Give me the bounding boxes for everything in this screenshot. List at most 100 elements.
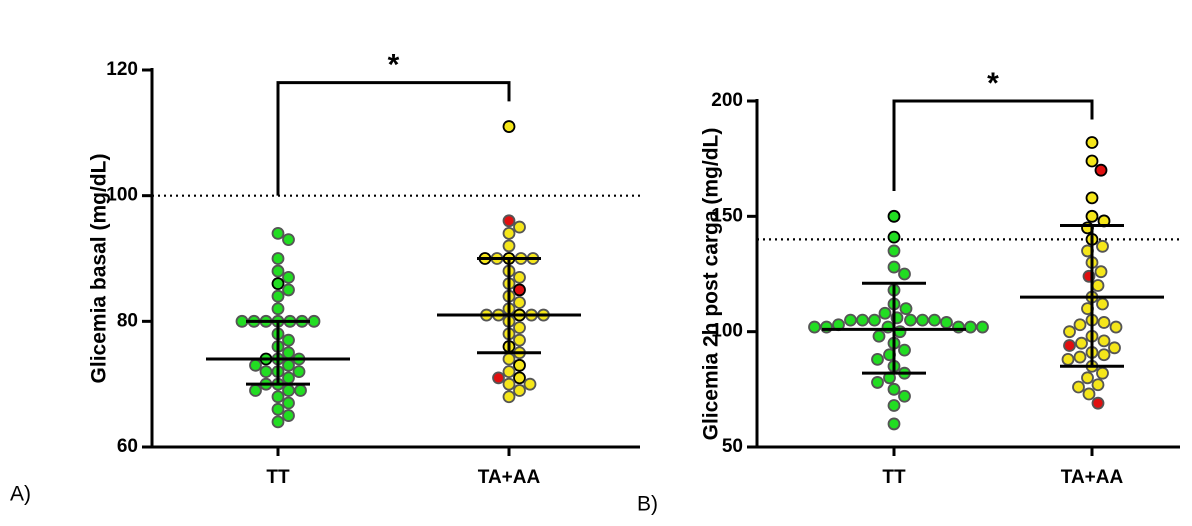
data-point [502, 352, 516, 366]
data-point [235, 314, 249, 328]
x-tick-label: TT [882, 467, 906, 488]
data-point [271, 415, 285, 429]
data-point [1096, 239, 1109, 253]
data-point [292, 365, 306, 379]
significance-bracket [276, 81, 511, 196]
data-point [1085, 154, 1099, 168]
data-point [523, 377, 537, 391]
significance-label: * [987, 67, 999, 100]
data-point [916, 313, 929, 327]
data-point [282, 358, 295, 372]
data-point [1091, 279, 1105, 292]
data-point [249, 358, 262, 372]
data-point [1082, 387, 1096, 401]
data-point [282, 333, 295, 347]
data-point [872, 329, 886, 343]
data-point [1097, 334, 1111, 348]
data-point [282, 409, 295, 422]
data-point [1063, 325, 1076, 339]
data-point [492, 371, 505, 385]
data-point [513, 283, 526, 297]
data-point [513, 384, 526, 397]
data-point [898, 389, 911, 403]
data-point [1075, 336, 1088, 350]
x-tick-label: TA+AA [478, 467, 541, 488]
data-point [502, 390, 516, 404]
data-point [513, 333, 526, 347]
data-point [964, 320, 977, 334]
data-point [502, 120, 516, 133]
data-point [502, 365, 516, 379]
data-point [513, 358, 526, 372]
data-point [513, 371, 526, 385]
data-point [1081, 371, 1094, 385]
data-point [871, 352, 884, 366]
data-point [1109, 320, 1123, 334]
data-point [887, 244, 901, 258]
data-point [1063, 339, 1076, 352]
data-point [1094, 163, 1108, 177]
data-point [1085, 191, 1099, 205]
data-point [294, 384, 307, 397]
data-point [271, 302, 285, 316]
data-point [502, 377, 516, 391]
data-point [887, 382, 901, 396]
data-point [1094, 265, 1108, 279]
data-point [1096, 297, 1109, 311]
data-point [1108, 341, 1121, 355]
y-tick-label: 120 [106, 59, 138, 80]
data-point [856, 313, 869, 327]
data-point [940, 316, 953, 329]
x-tick-label: TA+AA [1061, 467, 1124, 488]
data-point [928, 313, 941, 327]
data-point [271, 402, 285, 416]
significance-bracket [892, 99, 1094, 191]
data-point [502, 239, 516, 253]
data-point [271, 390, 285, 404]
data-point [1085, 136, 1099, 149]
data-point [898, 343, 911, 357]
data-point [820, 320, 833, 334]
y-tick-label: 80 [117, 310, 138, 331]
data-point [282, 371, 295, 385]
data-point [513, 270, 526, 284]
data-point [898, 267, 911, 281]
data-point [871, 376, 884, 389]
panel-label: A) [10, 483, 31, 506]
data-point [307, 314, 321, 328]
data-point [282, 384, 295, 397]
significance-label: * [388, 48, 400, 81]
data-point [952, 320, 965, 334]
data-point [1061, 352, 1075, 366]
data-point [271, 277, 285, 291]
data-point [1091, 396, 1105, 410]
data-point [1097, 348, 1111, 362]
y-tick-label: 50 [722, 436, 743, 457]
data-point [271, 264, 285, 278]
y-tick-label: 100 [106, 185, 138, 206]
data-point [259, 365, 273, 379]
data-point [502, 214, 516, 228]
data-point [1097, 316, 1111, 329]
data-point [1073, 318, 1087, 332]
data-point [282, 346, 295, 360]
data-point [513, 296, 526, 309]
data-point [904, 313, 917, 327]
x-tick-label: TT [266, 467, 290, 488]
data-point [282, 396, 295, 410]
data-point [878, 306, 892, 320]
data-point [271, 226, 285, 240]
data-point [271, 252, 285, 265]
data-point [282, 233, 295, 247]
y-axis-label: Glicemia basal (mg/dL) [88, 154, 111, 384]
data-point [1073, 350, 1087, 364]
y-tick-label: 100 [711, 321, 743, 342]
data-point [887, 417, 901, 431]
data-point [808, 320, 821, 334]
data-point [1085, 209, 1099, 223]
data-point [887, 399, 901, 412]
data-point [282, 270, 295, 284]
y-tick-label: 60 [117, 436, 138, 457]
